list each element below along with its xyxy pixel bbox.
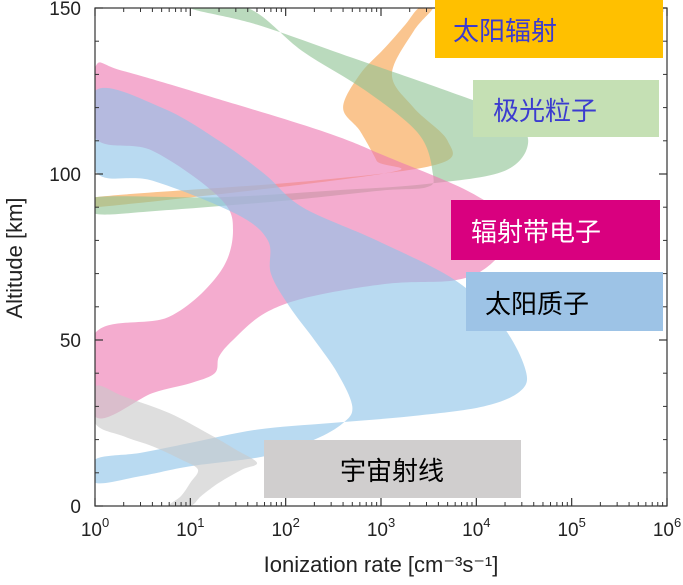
legend-label: 太阳辐射: [453, 17, 557, 47]
legend-label: 极光粒子: [493, 97, 597, 127]
x-tick-exponent: 5: [579, 515, 586, 530]
x-tick-base: 10: [653, 520, 674, 541]
x-tick-base: 10: [462, 520, 483, 541]
x-tick-exponent: 1: [197, 515, 204, 530]
legend-label: 辐射带电子: [471, 218, 601, 248]
y-tick-label: 100: [49, 165, 81, 186]
y-tick-label: 50: [60, 331, 81, 352]
y-axis-ticks: 0 50 100 150: [49, 0, 667, 518]
band-series-1: [95, 8, 453, 208]
x-tick-label: 103: [367, 515, 395, 541]
x-tick-label: 101: [176, 515, 204, 541]
y-tick-label: 150: [49, 0, 81, 20]
x-tick-base: 10: [557, 520, 578, 541]
x-axis-title: Ionization rate [cm⁻³s⁻¹]: [264, 552, 499, 577]
data-bands: [95, 8, 529, 506]
legend-box: [264, 440, 521, 498]
legend-label: 宇宙射线: [340, 457, 444, 487]
x-tick-base: 10: [176, 520, 197, 541]
y-tick-label: 0: [70, 497, 81, 518]
x-tick-exponent: 6: [674, 515, 681, 530]
x-tick-label: 106: [653, 515, 681, 541]
band-series-4: [95, 87, 528, 484]
x-tick-exponent: 4: [483, 515, 490, 530]
legend-box: [466, 272, 663, 331]
legend-box: [473, 80, 659, 137]
x-tick-label: 102: [271, 515, 299, 541]
x-tick-label: 105: [557, 515, 585, 541]
band-series-2: [95, 8, 529, 215]
x-tick-exponent: 0: [102, 515, 109, 530]
x-tick-base: 10: [271, 520, 292, 541]
x-tick-label: 100: [81, 515, 109, 541]
legend-label: 太阳质子: [485, 290, 589, 320]
x-tick-base: 10: [367, 520, 388, 541]
legend-box: [435, 0, 663, 58]
x-tick-exponent: 2: [293, 515, 300, 530]
y-axis-title: Altitude [km]: [2, 197, 27, 318]
x-tick-exponent: 3: [388, 515, 395, 530]
legend-box: [451, 200, 660, 260]
band-series-5: [95, 385, 258, 506]
x-tick-label: 104: [462, 515, 490, 541]
x-tick-base: 10: [81, 520, 102, 541]
